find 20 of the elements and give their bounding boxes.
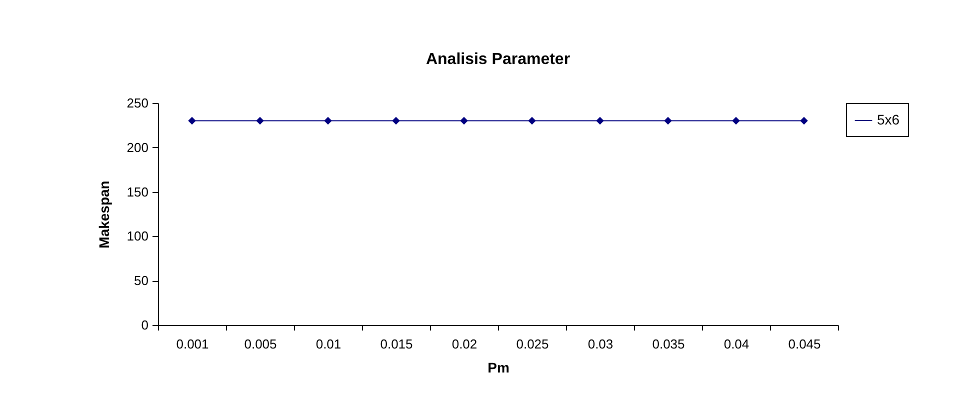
legend-label: 5x6 [877,112,900,128]
x-tick-label: 0.01 [316,336,342,352]
x-tick-label: 0.045 [788,336,821,352]
y-tick-label: 100 [126,228,148,244]
y-tick-label: 250 [126,96,148,110]
y-tick-label: 150 [126,184,148,200]
y-tick-label: 0 [141,318,148,332]
x-tick-label: 0.025 [516,336,549,352]
x-tick-label: 0.03 [588,336,614,352]
chart-title: Analisis Parameter [426,51,570,68]
x-tick-label: 0.035 [652,336,685,352]
x-tick-label: 0.001 [176,336,209,352]
x-tick-label: 0.02 [452,336,478,352]
x-axis-title: Pm [488,360,510,376]
y-tick-label: 50 [134,273,148,288]
y-tick-label: 200 [126,140,148,155]
x-tick-label: 0.04 [724,336,750,352]
y-axis-title: Makespan [96,180,112,248]
x-tick-label: 0.015 [380,336,413,352]
x-tick-label: 0.005 [244,336,277,352]
